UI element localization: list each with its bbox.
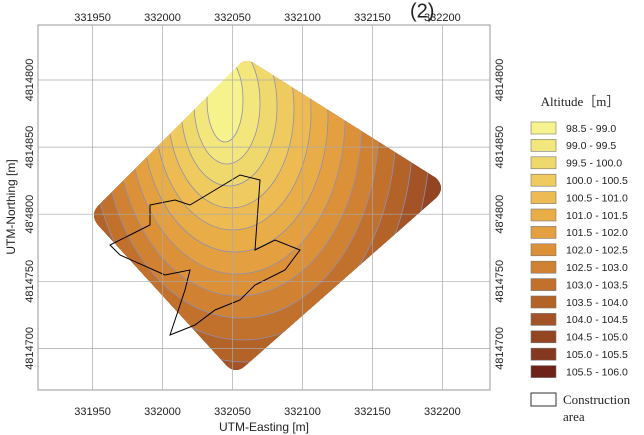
legend-swatch: [530, 121, 557, 135]
x-tick-label: 331950: [74, 406, 111, 418]
legend-swatch: [530, 191, 557, 204]
y-tick-label: 4814700: [24, 327, 36, 370]
legend-label: 98.5 - 99.0: [566, 123, 616, 135]
x-tick-label-top: 332100: [284, 12, 321, 24]
x-tick-label-top: 332150: [354, 12, 391, 24]
legend-swatch: [530, 173, 557, 187]
x-tick-label: 332100: [284, 406, 321, 418]
x-tick-label: 332050: [214, 406, 251, 418]
y-tick-label: 4814850: [24, 126, 36, 169]
legend-swatch: [530, 226, 557, 239]
legend-swatch: [530, 139, 557, 152]
legend-label: 101.0 - 101.5: [566, 210, 628, 222]
x-tick-label-top: 331950: [74, 12, 111, 24]
legend-label: 105.5 - 106.0: [566, 366, 628, 378]
y-tick-label: 4814800: [24, 59, 36, 102]
x-tick-label: 332150: [354, 406, 391, 418]
contour-band: [206, 61, 244, 143]
legend-label: 102.0 - 102.5: [566, 245, 628, 257]
legend-swatch: [530, 260, 557, 274]
legend-title: Altitude［m］: [541, 94, 620, 109]
legend-swatch: [530, 365, 557, 378]
legend-swatch: [530, 347, 557, 361]
legend-label: 105.0 - 105.5: [566, 349, 628, 361]
legend-label: Construction area: [563, 392, 631, 424]
legend-label: 99.0 - 99.5: [566, 140, 616, 152]
legend-swatch: [530, 392, 557, 407]
x-axis-label: UTM-Easting [m]: [219, 420, 309, 434]
legend-swatch: [530, 243, 557, 257]
legend-label: 103.5 - 104.0: [566, 297, 628, 309]
y-axis-label: UTM-Northing [m]: [4, 159, 18, 254]
y-tick-label-right: 48'4800: [494, 195, 506, 234]
x-tick-label-top: 332050: [214, 12, 251, 24]
chart-title: (2): [410, 0, 434, 22]
legend-label: 100.0 - 100.5: [566, 175, 628, 187]
x-tick-label-top: 332200: [424, 12, 461, 24]
y-tick-label-right: 4814700: [494, 327, 506, 370]
y-tick-label: 4814750: [24, 260, 36, 303]
x-tick-label-top: 332000: [144, 12, 181, 24]
legend-label: 102.5 - 103.0: [566, 262, 628, 274]
legend-swatch: [530, 208, 557, 222]
legend-swatch: [530, 313, 557, 326]
y-tick-label: 48'4800: [24, 195, 36, 234]
legend-label: 99.5 - 100.0: [566, 158, 622, 170]
legend-label: 104.5 - 105.0: [566, 332, 628, 344]
legend-swatch: [530, 156, 557, 170]
construction-area: [109, 174, 301, 336]
y-tick-label-right: 4814800: [494, 59, 506, 102]
legend-label: 101.5 - 102.0: [566, 227, 628, 239]
x-tick-label: 332000: [144, 406, 181, 418]
y-tick-label-right: 4814850: [494, 126, 506, 169]
legend-swatch: [530, 278, 557, 291]
x-tick-label: 332200: [424, 406, 461, 418]
legend-label: 100.5 - 101.0: [566, 192, 628, 204]
legend-swatch: [530, 295, 557, 309]
legend-label: 103.0 - 103.5: [566, 279, 628, 291]
legend-label: 104.0 - 104.5: [566, 314, 628, 326]
legend-swatch: [530, 330, 557, 344]
y-tick-label-right: 4814750: [494, 260, 506, 303]
plot-frame: [37, 24, 491, 391]
